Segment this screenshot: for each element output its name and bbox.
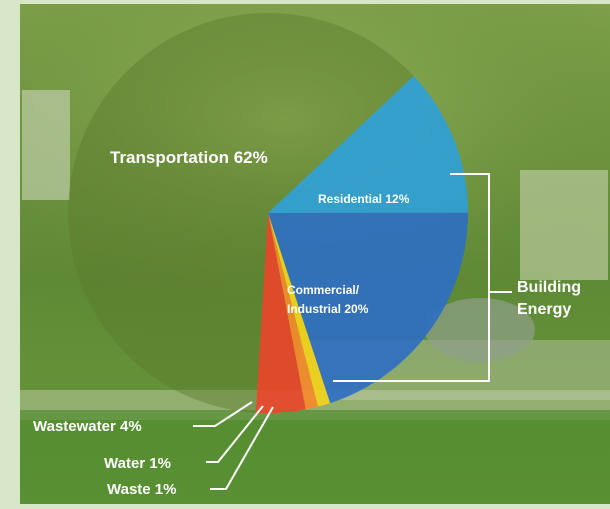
pie-slice-commercial-industrial: [268, 212, 468, 404]
leader-line-waste: [210, 406, 274, 490]
slice-label-residential: Residential 12%: [318, 192, 410, 206]
pie-slices: [68, 13, 468, 413]
building-energy-bracket: [333, 173, 490, 382]
leader-line-wastewater: [193, 401, 253, 427]
pie-slice-transportation: [68, 13, 414, 413]
slice-label-wastewater: Wastewater 4%: [33, 418, 142, 435]
photo-car: [425, 298, 535, 362]
slice-label-waste: Waste 1%: [107, 481, 176, 498]
slice-label-commercial-line2: Industrial 20%: [287, 302, 369, 316]
pie-slice-waste: [268, 213, 331, 407]
photo-building-right: [520, 170, 608, 280]
slice-label-water: Water 1%: [104, 455, 171, 472]
pie-slice-water: [268, 213, 319, 410]
leader-line-water: [206, 405, 264, 463]
pie-slice-wastewater: [255, 213, 306, 413]
slice-label-transportation: Transportation 62%: [110, 148, 268, 167]
group-label-building: Building: [517, 279, 581, 296]
pie-slice-residential: [268, 75, 468, 214]
photo-lawn: [20, 410, 610, 504]
group-label-energy: Energy: [517, 301, 571, 318]
photo-building-left: [22, 90, 70, 200]
slice-label-commercial-line1: Commercial/: [287, 283, 360, 297]
